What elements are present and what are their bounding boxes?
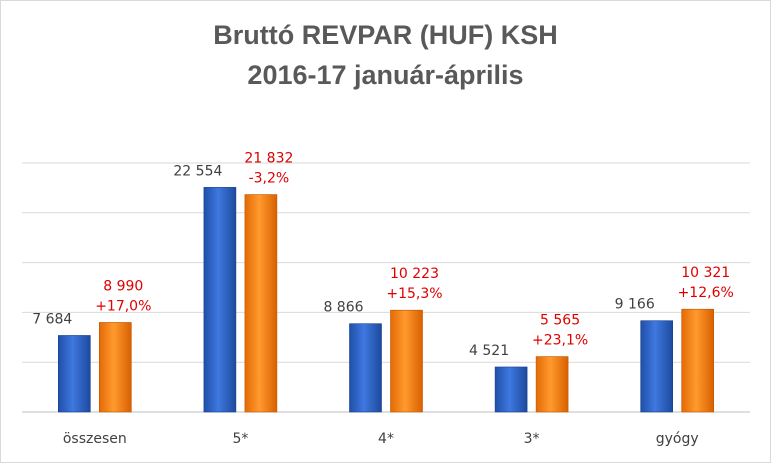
x-tick-label: 4* <box>378 431 394 447</box>
data-label-series-1: 22 554 <box>173 163 222 179</box>
bar-series-1 <box>57 335 91 413</box>
chart-title: Bruttó REVPAR (HUF) KSH <box>213 20 558 50</box>
data-label-series-1: 8 866 <box>323 300 363 316</box>
data-label-series-2: 21 832 <box>244 151 293 167</box>
data-label-series-2: 5 565 <box>540 313 580 329</box>
chart-subtitle: 2016-17 január-április <box>247 60 524 90</box>
bar-series-2 <box>681 308 715 413</box>
bar-series-2 <box>390 309 423 413</box>
x-tick-label: összesen <box>63 431 127 447</box>
change-label-series-2: +15,3% <box>386 286 442 302</box>
data-label-series-2: 10 223 <box>390 266 439 282</box>
change-label-series-2: +23,1% <box>532 333 588 349</box>
bar-series-1 <box>203 187 237 413</box>
data-label-series-1: 9 166 <box>615 297 655 313</box>
bar-series-2 <box>99 322 132 413</box>
bar-series-2 <box>535 356 569 413</box>
bar-series-2 <box>244 194 278 413</box>
x-tick-label: 5* <box>232 431 248 447</box>
data-label-series-1: 4 521 <box>469 343 509 359</box>
bar-series-1 <box>349 323 382 413</box>
x-tick-label: 3* <box>524 431 540 447</box>
bar-series-1 <box>494 366 528 413</box>
x-tick-label: gyógy <box>656 431 699 447</box>
data-label-series-1: 7 684 <box>32 311 72 327</box>
data-label-series-2: 8 990 <box>103 278 143 294</box>
change-label-series-2: -3,2% <box>249 171 290 187</box>
change-label-series-2: +17,0% <box>95 298 151 314</box>
change-label-series-2: +12,6% <box>678 285 734 301</box>
data-label-series-2: 10 321 <box>681 265 730 281</box>
bar-series-1 <box>640 320 674 413</box>
